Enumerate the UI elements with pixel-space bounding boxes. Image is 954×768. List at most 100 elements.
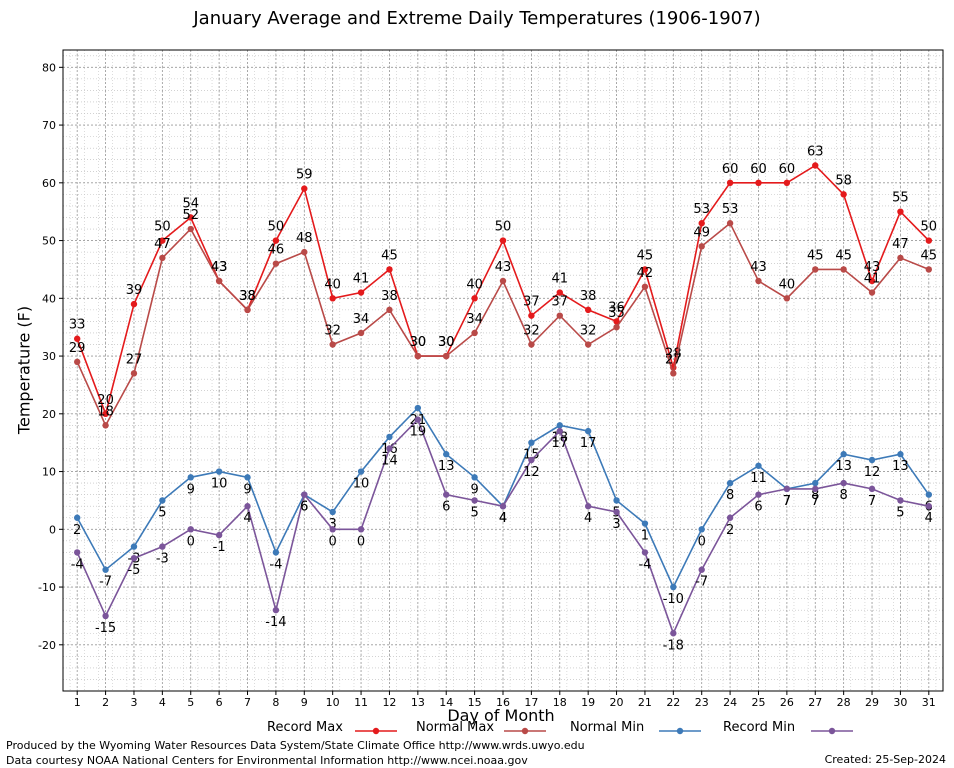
x-tick-label: 31 — [922, 696, 936, 709]
data-label-record-min: -15 — [95, 621, 116, 636]
data-label-normal-min: 8 — [726, 488, 734, 503]
data-point-normal-min — [812, 479, 819, 487]
y-tick-label: 20 — [42, 408, 56, 421]
x-tick-label: 23 — [695, 696, 709, 709]
data-point-record-min — [868, 485, 876, 493]
data-label-record-max: 38 — [580, 289, 597, 304]
data-label-record-max: 30 — [410, 335, 427, 350]
data-point-record-min — [755, 491, 762, 498]
y-tick-label: 80 — [42, 61, 56, 74]
x-tick-label: 3 — [130, 696, 137, 709]
x-tick-label: 4 — [159, 696, 166, 709]
grid — [63, 50, 943, 692]
x-tick-label: 9 — [301, 696, 308, 709]
x-tick-label: 14 — [439, 696, 453, 709]
data-label-normal-max: 43 — [495, 260, 512, 275]
data-label-record-max: 41 — [353, 272, 370, 287]
data-point-record-max — [187, 214, 194, 221]
series-normal-max: 29 18 27 47 52 43 38 46 48 32 34 38 30 30 34 43 32 37 32 35… — [69, 202, 937, 429]
data-label-normal-max: 32 — [523, 324, 540, 339]
data-point-normal-max — [357, 329, 365, 337]
x-tick-label: 2 — [102, 696, 109, 709]
data-point-record-max — [357, 289, 365, 296]
data-point-record-max — [641, 266, 649, 273]
data-label-normal-min: 10 — [353, 477, 370, 492]
data-label-record-max: 53 — [693, 202, 710, 217]
data-label-normal-min: 9 — [187, 482, 195, 497]
x-tick-label: 24 — [723, 696, 737, 709]
data-label-normal-min: 10 — [211, 477, 228, 492]
x-tick-label: 7 — [244, 696, 251, 709]
x-tick-label: 12 — [382, 696, 396, 709]
data-label-record-min: 7 — [811, 494, 819, 509]
y-tick-label: 10 — [42, 466, 56, 479]
data-label-record-min: 6 — [300, 500, 308, 515]
data-label-normal-min: 8 — [811, 488, 819, 503]
data-point-record-min — [329, 526, 336, 533]
x-tick-label: 20 — [610, 696, 624, 709]
data-label-normal-min: 1 — [641, 529, 649, 544]
y-tick-label: 0 — [49, 523, 56, 536]
legend-marker-record-min — [828, 727, 836, 735]
data-label-normal-max: 27 — [126, 352, 143, 367]
data-label-normal-max: 29 — [69, 341, 86, 356]
y-tick-label: 50 — [42, 235, 56, 248]
data-label-normal-min: 6 — [300, 500, 308, 515]
data-label-record-max: 41 — [552, 272, 569, 287]
legend-label-record-max: Record Max — [267, 720, 343, 735]
data-label-record-min: 12 — [523, 465, 540, 480]
data-point-record-max — [840, 191, 847, 198]
legend: Record Max Normal Max Normal Min Record … — [0, 720, 954, 740]
data-point-record-max — [130, 300, 138, 308]
x-tick-label: 6 — [216, 696, 223, 709]
data-label-normal-max: 46 — [268, 243, 285, 258]
data-label-record-max: 38 — [239, 289, 256, 304]
data-point-record-min — [528, 456, 535, 464]
data-point-normal-max — [443, 352, 450, 360]
x-axis-label: Day of Month — [447, 706, 555, 725]
data-label-record-max: 37 — [523, 295, 540, 310]
y-tick-label: 40 — [42, 292, 56, 305]
data-label-normal-max: 43 — [750, 260, 767, 275]
data-label-normal-min: -4 — [269, 557, 282, 572]
data-point-record-min — [641, 549, 649, 556]
data-label-normal-max: 52 — [182, 208, 199, 223]
data-point-normal-min — [130, 543, 138, 550]
data-point-normal-max — [159, 254, 166, 262]
data-point-record-max — [698, 220, 705, 227]
data-label-normal-min: 7 — [783, 494, 791, 509]
data-label-normal-max: 42 — [637, 266, 654, 281]
data-point-record-max — [897, 208, 904, 215]
data-label-normal-max: 41 — [864, 272, 881, 287]
data-point-normal-min — [471, 474, 478, 481]
data-point-record-min — [102, 612, 109, 620]
x-tick-label: 22 — [666, 696, 680, 709]
data-label-record-max: 50 — [268, 220, 285, 235]
data-point-normal-max — [187, 225, 194, 233]
data-label-record-max: 60 — [750, 162, 767, 177]
data-label-record-min: -7 — [695, 575, 708, 590]
legend-marker-record-max — [372, 727, 380, 735]
x-tick-label: 15 — [468, 696, 482, 709]
data-label-record-max: 60 — [779, 162, 796, 177]
data-label-normal-min: -10 — [663, 592, 684, 607]
data-label-record-min: 6 — [754, 500, 762, 515]
data-label-record-max: 20 — [97, 393, 114, 408]
data-label-normal-max: 32 — [580, 324, 597, 339]
data-label-normal-min: 4 — [499, 511, 507, 526]
data-point-normal-min — [897, 451, 904, 458]
data-label-record-max: 40 — [324, 277, 341, 292]
data-point-normal-min — [613, 497, 620, 504]
x-tick-label: 19 — [581, 696, 595, 709]
data-point-record-min — [73, 549, 81, 556]
data-label-record-min: 0 — [329, 534, 337, 549]
data-point-record-max — [812, 162, 819, 169]
data-point-normal-max — [925, 266, 933, 273]
footer-created-date: Created: 25-Sep-2024 — [824, 753, 946, 766]
y-tick-label: -20 — [38, 639, 56, 652]
data-label-record-min: 5 — [896, 505, 904, 520]
y-axis-label: Temperature (F) — [14, 305, 34, 435]
x-tick-label: 27 — [808, 696, 822, 709]
data-point-record-min — [840, 479, 847, 487]
y-tick-label: 30 — [42, 350, 56, 363]
